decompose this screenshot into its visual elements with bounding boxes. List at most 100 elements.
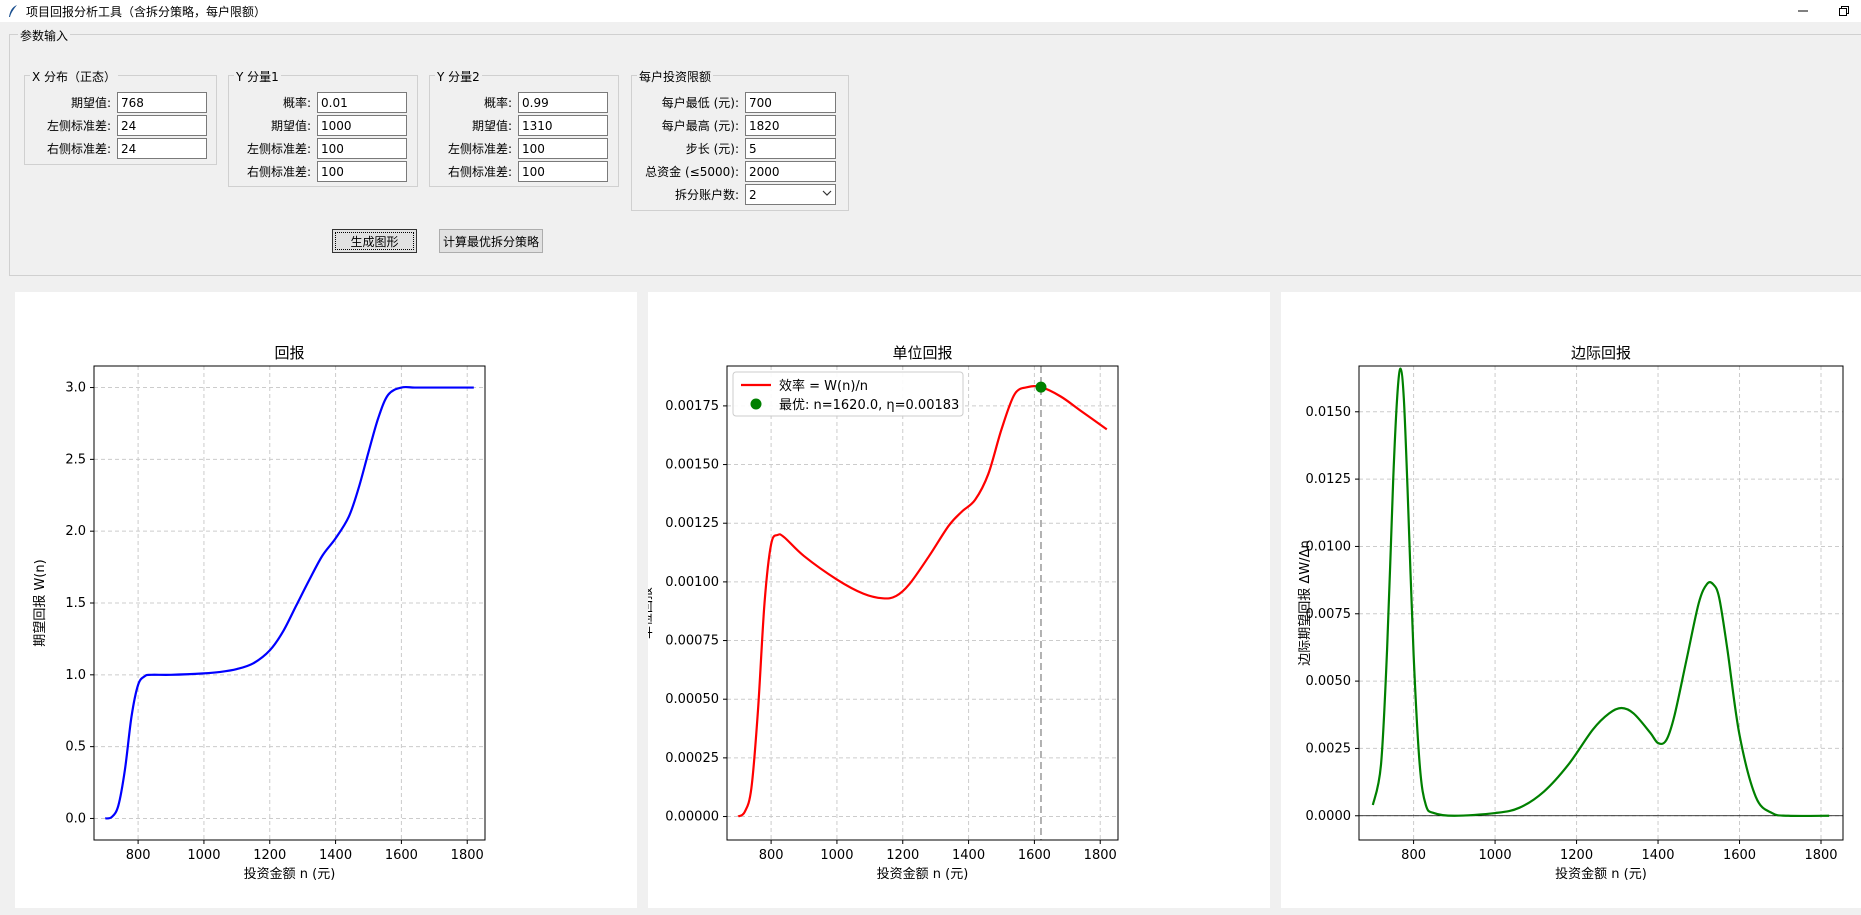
y-axis-label: 期望回报 W(n)	[32, 559, 48, 646]
feather-icon	[6, 4, 20, 18]
y2-right-std-input[interactable]	[518, 161, 608, 182]
minimize-icon[interactable]	[1786, 0, 1820, 22]
x-right-std-label: 右侧标准差:	[46, 142, 111, 156]
max-per-account-input[interactable]	[745, 115, 836, 136]
x-axis-label: 投资金额 n (元)	[244, 866, 336, 882]
legend-box	[732, 371, 964, 417]
x-tick-label: 1800	[451, 848, 484, 863]
legend-marker-swatch	[750, 398, 762, 410]
y1-mean-input[interactable]	[317, 115, 407, 136]
split-accounts-value: 2	[749, 187, 757, 202]
y-tick-label: 0.0150	[1306, 405, 1352, 420]
y1-left-std-row: 左侧标准差:	[229, 138, 407, 159]
x-tick-label: 800	[1401, 848, 1426, 863]
max-per-account-label: 每户最高 (元):	[661, 119, 739, 133]
x-tick-label: 1200	[1560, 848, 1593, 863]
title-bar: 项目回报分析工具（含拆分策略，每户限额）	[0, 0, 1861, 22]
x-tick-label: 1400	[319, 848, 352, 863]
x-tick-label: 1400	[1641, 848, 1674, 863]
y-tick-label: 0.00000	[665, 810, 719, 825]
x-tick-label: 1200	[253, 848, 286, 863]
y2-group: Y 分量2 概率: 期望值: 左侧标准差: 右侧标准差:	[429, 68, 619, 187]
y1-left-std-input[interactable]	[317, 138, 407, 159]
y-tick-label: 0.5	[65, 740, 86, 755]
y1-prob-label: 概率:	[282, 96, 311, 110]
split-accounts-select[interactable]: 2	[745, 184, 836, 205]
x-left-std-label: 左侧标准差:	[46, 119, 111, 133]
x-tick-label: 1000	[1479, 848, 1512, 863]
unit-return-chart-panel: 单位回报 800 1000 1200 1400 1600 1800 0.00000 0.0002…	[648, 292, 1270, 908]
y-tick-label: 0.0	[65, 811, 86, 826]
optimize-split-button[interactable]: 计算最优拆分策略	[439, 229, 543, 253]
y-tick-label: 1.0	[65, 668, 86, 683]
y-tick-label: 0.00100	[665, 575, 719, 590]
total-funds-input[interactable]	[745, 161, 836, 182]
return-chart-panel: 回报 800 1000 1200 1400 1600 1800 0.0 0.5 1.0 1.5 2.0…	[15, 292, 637, 908]
y2-mean-input[interactable]	[518, 115, 608, 136]
y2-prob-row: 概率:	[430, 92, 608, 113]
y1-prob-row: 概率:	[229, 92, 407, 113]
param-input-legend: 参数输入	[18, 27, 71, 44]
y2-left-std-input[interactable]	[518, 138, 608, 159]
y-axis-label: 边际期望回报 ΔW/Δn	[1297, 540, 1313, 665]
x-mean-input[interactable]	[117, 92, 207, 113]
chart-title: 回报	[274, 344, 304, 362]
x-tick-label: 1400	[952, 848, 985, 863]
y1-right-std-input[interactable]	[317, 161, 407, 182]
optimum-marker	[1035, 381, 1047, 393]
y-tick-label: 0.00075	[665, 634, 719, 649]
restore-icon[interactable]	[1827, 0, 1861, 22]
total-funds-label: 总资金 (≤5000):	[645, 165, 739, 179]
param-input-frame: 参数输入	[9, 27, 1861, 276]
y2-mean-label: 期望值:	[471, 119, 512, 133]
series-line	[737, 384, 1108, 818]
series-line	[1371, 367, 1830, 818]
x-axis-label: 投资金额 n (元)	[877, 866, 969, 882]
x-tick-label: 1000	[820, 848, 853, 863]
split-accounts-row: 拆分账户数: 2	[632, 184, 836, 205]
chart-title: 单位回报	[892, 344, 952, 362]
y-tick-label: 0.0050	[1306, 674, 1352, 689]
marginal-return-chart: 边际回报 800 1000 1200 1400 1600 1800 0.0000 0.0025 0…	[1297, 344, 1844, 882]
return-chart: 回报 800 1000 1200 1400 1600 1800 0.0 0.5 1.0 1.5 2.0…	[32, 344, 486, 882]
marginal-return-chart-panel: 边际回报 800 1000 1200 1400 1600 1800 0.0000 0.0025 0…	[1281, 292, 1861, 908]
y-tick-label: 0.00125	[665, 516, 719, 531]
x-tick-label: 1200	[886, 848, 919, 863]
y-tick-label: 0.0025	[1306, 741, 1352, 756]
step-label: 步长 (元):	[685, 142, 739, 156]
y-tick-label: 2.5	[65, 452, 86, 467]
y1-mean-row: 期望值:	[229, 115, 407, 136]
series-line	[104, 385, 474, 820]
y2-legend: Y 分量2	[435, 68, 482, 85]
y-tick-label: 3.0	[65, 381, 86, 396]
plot-frame	[93, 365, 486, 841]
y2-prob-input[interactable]	[518, 92, 608, 113]
x-right-std-input[interactable]	[117, 138, 207, 159]
window-title: 项目回报分析工具（含拆分策略，每户限额）	[26, 4, 267, 19]
legend: 效率 = W(n)/n 最优: n=1620.0, η=0.00183	[732, 371, 964, 417]
step-input[interactable]	[745, 138, 836, 159]
x-mean-row: 期望值:	[25, 92, 207, 113]
x-axis-label: 投资金额 n (元)	[1555, 866, 1647, 882]
x-tick-label: 800	[759, 848, 784, 863]
y-tick-label: 1.5	[65, 596, 86, 611]
y-tick-label: 0.00050	[665, 692, 719, 707]
chevron-down-icon	[822, 189, 832, 200]
y2-mean-row: 期望值:	[430, 115, 608, 136]
x-mean-label: 期望值:	[70, 96, 111, 110]
generate-graph-button[interactable]: 生成图形	[332, 229, 417, 253]
y2-prob-label: 概率:	[483, 96, 512, 110]
min-per-account-input[interactable]	[745, 92, 836, 113]
y-tick-label: 0.00175	[665, 399, 719, 414]
y1-legend: Y 分量1	[234, 68, 281, 85]
legend-label: 效率 = W(n)/n	[779, 378, 868, 394]
chart-title: 边际回报	[1571, 344, 1631, 362]
y-tick-label: 0.0000	[1306, 809, 1352, 824]
x-dist-legend: X 分布（正态）	[30, 68, 119, 85]
x-dist-group: X 分布（正态） 期望值: 左侧标准差: 右侧标准差:	[24, 68, 217, 165]
x-right-std-row: 右侧标准差:	[25, 138, 207, 159]
x-left-std-input[interactable]	[117, 115, 207, 136]
x-tick-label: 1600	[385, 848, 418, 863]
max-per-account-row: 每户最高 (元):	[632, 115, 836, 136]
y1-prob-input[interactable]	[317, 92, 407, 113]
